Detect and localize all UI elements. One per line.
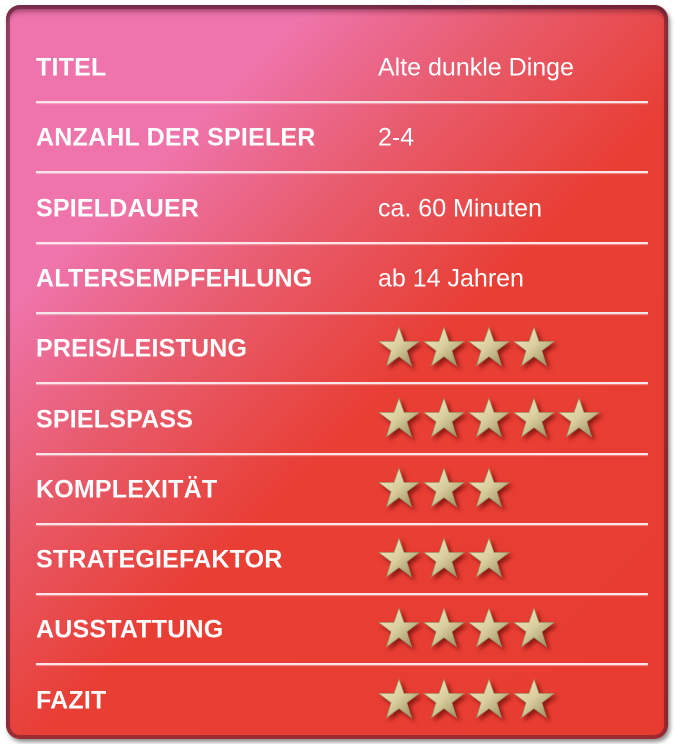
divider — [36, 171, 648, 174]
star-rating — [377, 677, 556, 724]
divider — [36, 241, 648, 244]
star-icon — [422, 396, 466, 443]
divider — [36, 452, 648, 455]
row-label: ANZAHL DER SPIELER — [36, 123, 316, 152]
star-icon — [422, 607, 466, 654]
rating-row: PREIS/LEISTUNG — [36, 314, 648, 385]
star-icon — [467, 677, 511, 724]
row-label: FAZIT — [36, 686, 107, 715]
row-label: STRATEGIEFAKTOR — [36, 545, 283, 574]
star-icon — [422, 466, 466, 513]
star-rating — [377, 537, 511, 584]
row-value: 2-4 — [378, 123, 415, 152]
star-icon — [467, 396, 511, 443]
star-rating — [377, 326, 556, 373]
divider — [36, 382, 648, 385]
star-rating — [377, 396, 601, 443]
star-icon — [377, 466, 421, 513]
star-rating — [377, 466, 511, 513]
star-icon — [557, 396, 601, 443]
rating-row: ANZAHL DER SPIELER 2-4 — [36, 103, 648, 174]
star-icon — [422, 537, 466, 584]
star-icon — [512, 607, 556, 654]
row-label: SPIELSPASS — [36, 405, 194, 433]
row-value: ab 14 Jahren — [378, 264, 524, 293]
row-label: ALTERSEMPFEHLUNG — [36, 264, 313, 293]
rating-row: SPIELSPASS — [36, 385, 648, 455]
star-icon — [377, 326, 421, 373]
star-icon — [512, 677, 556, 724]
star-icon — [377, 396, 421, 443]
star-icon — [422, 326, 466, 373]
star-icon — [467, 466, 511, 513]
star-icon — [512, 396, 556, 443]
star-icon — [377, 537, 421, 584]
divider — [36, 101, 648, 103]
rating-row: KOMPLEXITÄT — [36, 455, 648, 525]
divider — [36, 522, 648, 525]
star-rating — [377, 607, 556, 654]
star-icon — [377, 677, 421, 724]
star-icon — [467, 607, 511, 654]
rating-row: TITEL Alte dunkle Dinge — [36, 33, 648, 103]
row-label: SPIELDAUER — [36, 194, 200, 223]
rating-row: FAZIT — [36, 666, 648, 736]
star-icon — [512, 326, 556, 373]
rating-row: STRATEGIEFAKTOR — [36, 525, 648, 596]
star-icon — [377, 607, 421, 654]
row-label: PREIS/LEISTUNG — [36, 334, 248, 363]
divider — [36, 663, 648, 666]
row-label: AUSSTATTUNG — [36, 615, 224, 644]
game-rating-card: TITEL Alte dunkle Dinge ANZAHL DER SPIELER… — [6, 5, 668, 739]
star-icon — [467, 537, 511, 584]
rating-row: AUSSTATTUNG — [36, 595, 648, 666]
row-value: Alte dunkle Dinge — [378, 53, 574, 82]
row-label: KOMPLEXITÄT — [36, 475, 218, 504]
row-value: ca. 60 Minuten — [378, 194, 542, 223]
divider — [36, 593, 648, 596]
rating-row: ALTERSEMPFEHLUNG ab 14 Jahren — [36, 244, 648, 314]
rating-row: SPIELDAUER ca. 60 Minuten — [36, 174, 648, 244]
star-icon — [467, 326, 511, 373]
row-label: TITEL — [36, 53, 107, 82]
divider — [36, 311, 648, 314]
star-icon — [422, 677, 466, 724]
